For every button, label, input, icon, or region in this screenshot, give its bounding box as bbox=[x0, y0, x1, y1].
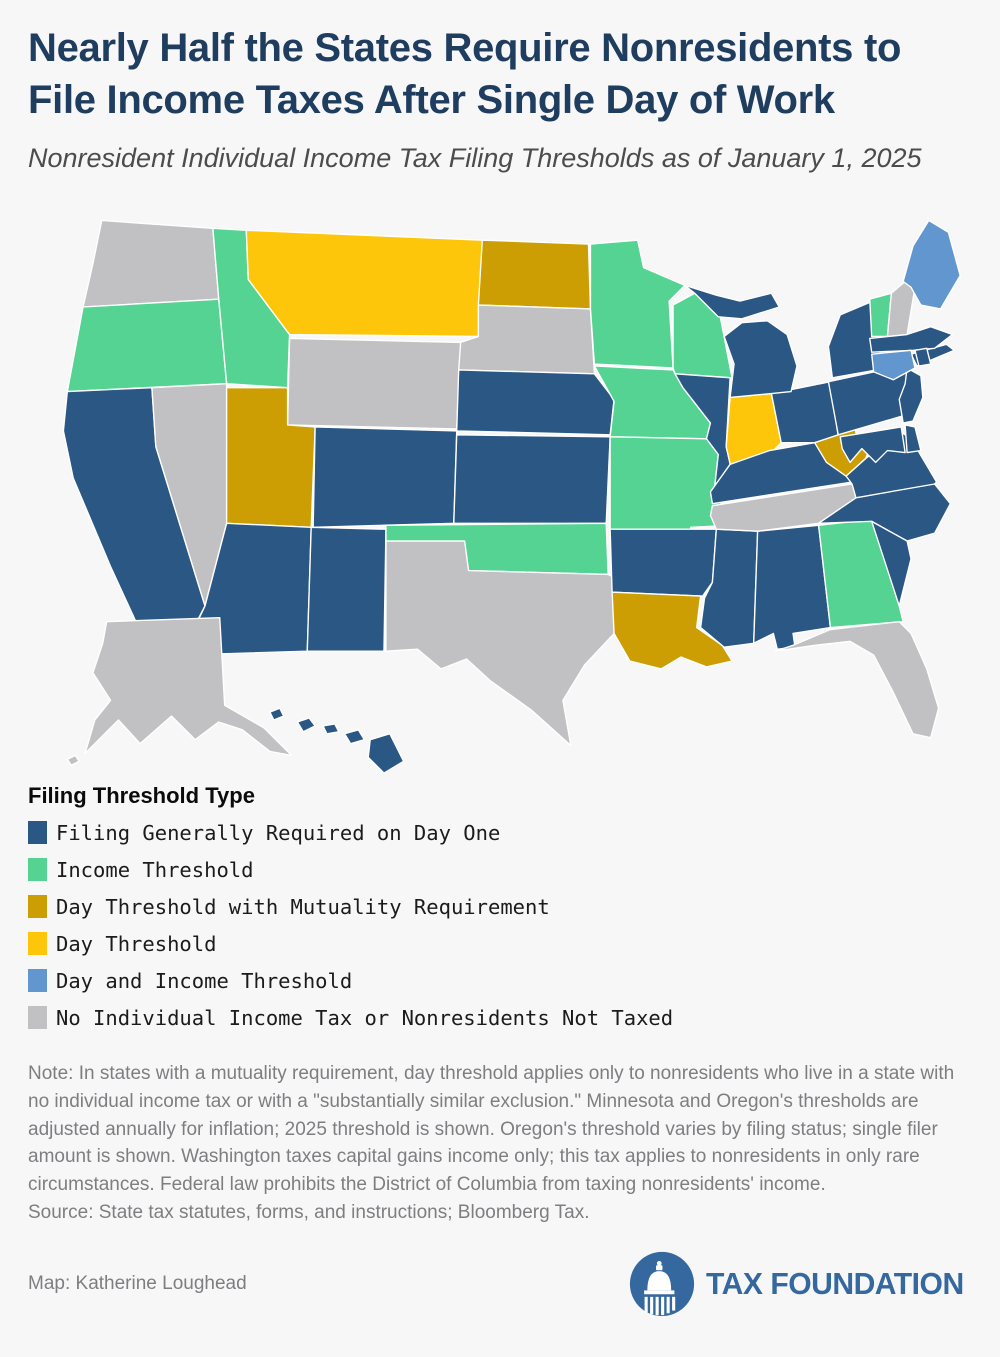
state-hawaii-big-island bbox=[367, 732, 405, 774]
state-rhode-island bbox=[914, 347, 932, 367]
infographic-page: Nearly Half the States Require Nonreside… bbox=[28, 26, 972, 1317]
state-texas bbox=[385, 540, 617, 746]
legend-label: Income Threshold bbox=[56, 857, 254, 882]
legend-label: Day and Income Threshold bbox=[56, 968, 353, 993]
state-wyoming bbox=[286, 337, 462, 430]
state-alaska bbox=[84, 616, 293, 756]
state-south-dakota bbox=[458, 304, 596, 375]
state-south-carolina bbox=[871, 520, 912, 607]
legend-label: No Individual Income Tax or Nonresidents… bbox=[56, 1005, 674, 1030]
state-washington bbox=[82, 219, 220, 308]
legend-label: Filing Generally Required on Day One bbox=[56, 820, 501, 845]
state-north-dakota bbox=[477, 239, 592, 310]
legend-swatch-day-one bbox=[28, 821, 47, 845]
state-hawaii-molokai bbox=[322, 722, 340, 735]
legend: Filing Threshold Type Filing Generally R… bbox=[28, 783, 972, 1030]
state-hawaii-oahu bbox=[296, 717, 316, 733]
state-montana bbox=[245, 229, 483, 337]
state-delaware bbox=[904, 424, 922, 453]
state-maine bbox=[902, 219, 961, 310]
subtitle: Nonresident Individual Income Tax Filing… bbox=[28, 143, 922, 173]
state-maryland bbox=[839, 425, 906, 463]
map-credit: Map: Katherine Loughead bbox=[28, 1273, 247, 1295]
state-louisiana bbox=[611, 591, 733, 670]
legend-item-income-threshold: Income Threshold bbox=[28, 858, 972, 882]
logo-wordmark: TAX FOUNDATION bbox=[706, 1266, 965, 1302]
state-nebraska bbox=[456, 368, 615, 436]
legend-item-no-tax: No Individual Income Tax or Nonresidents… bbox=[28, 1006, 972, 1030]
state-florida bbox=[774, 620, 940, 739]
footer-row: Map: Katherine Loughead TAX FOUNDATION bbox=[28, 1251, 972, 1317]
state-michigan-upper bbox=[684, 284, 780, 320]
note-block: Note: In states with a mutuality require… bbox=[28, 1060, 972, 1228]
state-hawaii-kauai bbox=[269, 707, 285, 721]
legend-swatch-income-threshold bbox=[28, 858, 47, 882]
state-oregon bbox=[66, 298, 228, 392]
legend-item-day-mutuality: Day Threshold with Mutuality Requirement bbox=[28, 895, 972, 919]
legend-swatch-day-mutuality bbox=[28, 895, 47, 919]
state-new-jersey bbox=[898, 366, 924, 424]
page-title: Nearly Half the States Require Nonreside… bbox=[28, 26, 902, 122]
us-choropleth-map bbox=[28, 189, 972, 779]
state-colorado bbox=[312, 425, 458, 528]
legend-swatch-no-tax bbox=[28, 1006, 47, 1030]
state-michigan-lower bbox=[723, 319, 798, 398]
legend-item-day-threshold: Day Threshold bbox=[28, 932, 972, 956]
legend-swatch-day-and-income bbox=[28, 969, 47, 993]
legend-item-day-and-income: Day and Income Threshold bbox=[28, 969, 972, 993]
legend-title: Filing Threshold Type bbox=[28, 782, 255, 808]
us-map-svg bbox=[62, 219, 961, 774]
state-minnesota bbox=[589, 239, 686, 369]
note-text: Note: In states with a mutuality require… bbox=[28, 1062, 955, 1196]
state-kansas bbox=[453, 433, 611, 524]
legend-item-day-one: Filing Generally Required on Day One bbox=[28, 821, 972, 845]
legend-label: Day Threshold with Mutuality Requirement bbox=[56, 894, 550, 919]
state-arkansas bbox=[609, 528, 718, 597]
state-connecticut bbox=[871, 349, 916, 381]
tax-foundation-logo: TAX FOUNDATION bbox=[629, 1251, 972, 1317]
state-hawaii-maui bbox=[343, 728, 365, 745]
source-text: Source: State tax statutes, forms, and i… bbox=[28, 1202, 590, 1224]
state-new-hampshire bbox=[886, 280, 916, 337]
legend-label: Day Threshold bbox=[56, 931, 217, 956]
capitol-dome-icon bbox=[630, 1252, 695, 1317]
state-alaska-aleutians bbox=[66, 754, 80, 766]
state-alabama bbox=[753, 524, 832, 650]
state-massachusetts bbox=[869, 325, 954, 353]
legend-swatch-day-threshold bbox=[28, 932, 47, 956]
state-new-mexico bbox=[306, 526, 387, 652]
